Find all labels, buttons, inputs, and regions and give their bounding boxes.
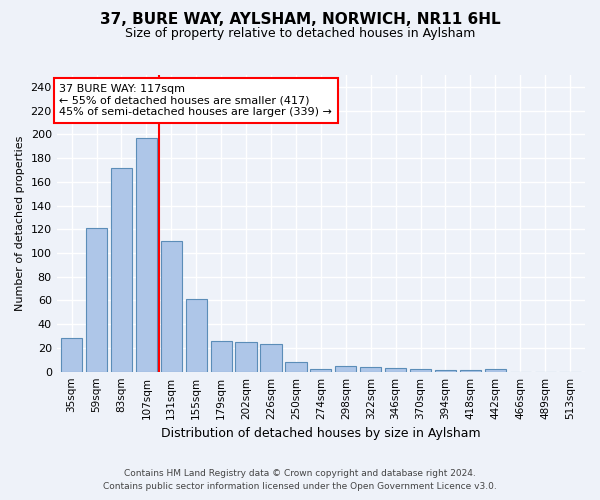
Text: Size of property relative to detached houses in Aylsham: Size of property relative to detached ho… [125,28,475,40]
Bar [286,362,307,372]
Bar [86,228,107,372]
Bar [235,342,257,372]
Bar [111,168,132,372]
Text: Contains public sector information licensed under the Open Government Licence v3: Contains public sector information licen… [103,482,497,491]
Bar [185,300,207,372]
Bar [485,370,506,372]
Bar [211,341,232,372]
Bar [385,368,406,372]
Bar [161,241,182,372]
Text: 37, BURE WAY, AYLSHAM, NORWICH, NR11 6HL: 37, BURE WAY, AYLSHAM, NORWICH, NR11 6HL [100,12,500,28]
Bar [260,344,281,372]
X-axis label: Distribution of detached houses by size in Aylsham: Distribution of detached houses by size … [161,427,481,440]
Bar [310,370,331,372]
Text: Contains HM Land Registry data © Crown copyright and database right 2024.: Contains HM Land Registry data © Crown c… [124,468,476,477]
Bar [61,338,82,372]
Bar [460,370,481,372]
Bar [360,367,381,372]
Bar [335,366,356,372]
Y-axis label: Number of detached properties: Number of detached properties [15,136,25,311]
Bar [136,138,157,372]
Text: 37 BURE WAY: 117sqm
← 55% of detached houses are smaller (417)
45% of semi-detac: 37 BURE WAY: 117sqm ← 55% of detached ho… [59,84,332,117]
Bar [435,370,456,372]
Bar [410,370,431,372]
